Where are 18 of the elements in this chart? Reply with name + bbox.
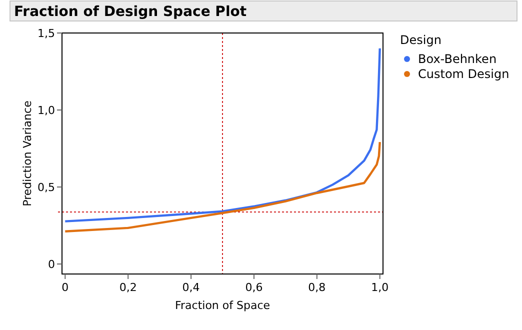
y-tick-label: 1,0 [38,104,55,117]
legend-label: Custom Design [418,67,510,82]
y-tick-label: 0 [48,258,55,271]
x-tick-label: 0 [62,281,69,294]
x-tick-label: 0,2 [119,281,137,294]
line-series [64,140,381,232]
x-tick-label: 0,4 [182,281,200,294]
y-axis-title: Prediction Variance [21,100,34,206]
legend-title: Design [400,33,442,47]
x-tick-label: 1,0 [371,281,389,294]
y-tick-label: 1,5 [38,26,55,40]
line-series [64,47,381,222]
legend-label: Box-Behnken [418,52,497,66]
x-tick-label: 0,8 [308,281,326,294]
chart-title: Fraction of Design Space Plot [14,4,247,20]
x-tick-label: 0,6 [245,281,263,294]
y-tick-label: 0,5 [38,180,55,194]
x-axis-title: Fraction of Space [174,299,270,312]
